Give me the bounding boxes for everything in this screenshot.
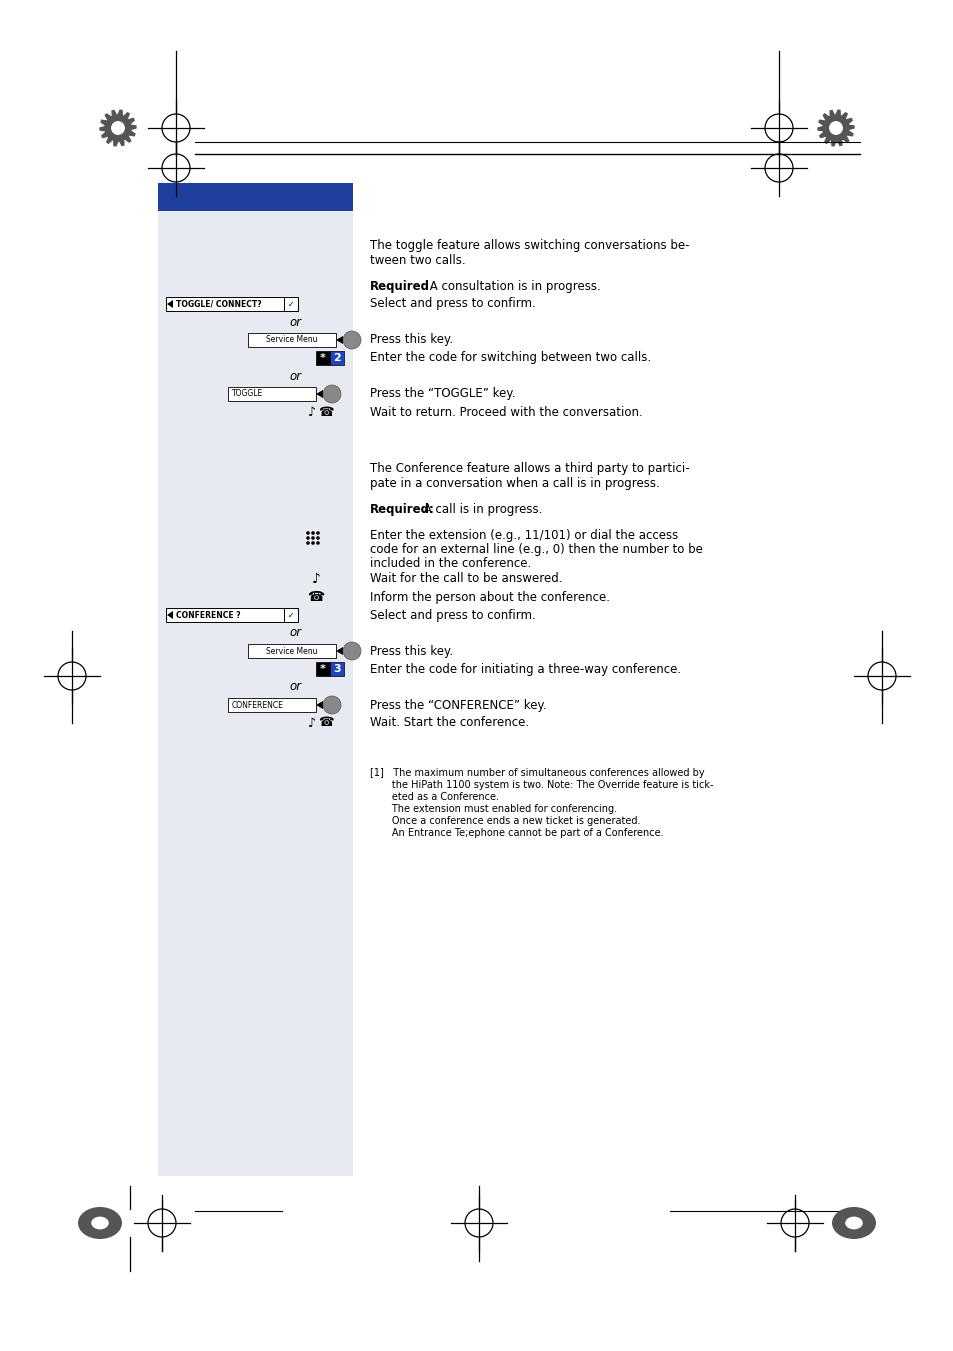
Text: TOGGLE: TOGGLE <box>232 389 263 399</box>
Circle shape <box>323 385 340 403</box>
Text: eted as a Conference.: eted as a Conference. <box>370 792 498 802</box>
Circle shape <box>829 122 841 134</box>
Polygon shape <box>315 390 323 399</box>
Text: ✓: ✓ <box>288 300 294 308</box>
Text: Enter the code for initiating a three-way conference.: Enter the code for initiating a three-wa… <box>370 662 680 676</box>
Text: ♪: ♪ <box>312 571 320 586</box>
Text: The Conference feature allows a third party to partici-: The Conference feature allows a third pa… <box>370 462 689 476</box>
Bar <box>158 182 353 211</box>
Text: ☎: ☎ <box>318 716 334 730</box>
Circle shape <box>311 542 314 544</box>
Text: or: or <box>290 316 302 328</box>
Text: the HiPath 1100 system is two. Note: The Override feature is tick-: the HiPath 1100 system is two. Note: The… <box>370 780 713 790</box>
Circle shape <box>306 542 310 544</box>
Text: : A consultation is in progress.: : A consultation is in progress. <box>421 280 600 293</box>
Polygon shape <box>335 647 343 655</box>
Polygon shape <box>100 111 136 146</box>
Circle shape <box>315 536 319 540</box>
Circle shape <box>112 122 124 134</box>
Circle shape <box>343 331 360 349</box>
Text: ☎: ☎ <box>318 405 334 419</box>
Text: Service Menu: Service Menu <box>266 647 317 655</box>
Text: ☎: ☎ <box>307 590 324 604</box>
Text: Press this key.: Press this key. <box>370 334 453 346</box>
Circle shape <box>311 531 314 535</box>
Text: *: * <box>319 663 326 674</box>
Ellipse shape <box>844 1217 862 1229</box>
Text: Service Menu: Service Menu <box>266 335 317 345</box>
Text: CONFERENCE: CONFERENCE <box>232 701 284 709</box>
FancyBboxPatch shape <box>248 644 335 658</box>
Text: Wait to return. Proceed with the conversation.: Wait to return. Proceed with the convers… <box>370 405 642 419</box>
Text: [1]   The maximum number of simultaneous conferences allowed by: [1] The maximum number of simultaneous c… <box>370 767 704 778</box>
Text: Press the “CONFERENCE” key.: Press the “CONFERENCE” key. <box>370 698 546 712</box>
Text: or: or <box>290 370 302 382</box>
Text: tween two calls.: tween two calls. <box>370 254 465 267</box>
Circle shape <box>306 536 310 540</box>
Circle shape <box>315 542 319 544</box>
Text: Press this key.: Press this key. <box>370 644 453 658</box>
Text: Enter the extension (e.g., 11/101) or dial the access: Enter the extension (e.g., 11/101) or di… <box>370 530 678 542</box>
Circle shape <box>343 642 360 661</box>
Polygon shape <box>315 701 323 709</box>
Text: The extension must enabled for conferencing.: The extension must enabled for conferenc… <box>370 804 617 815</box>
FancyBboxPatch shape <box>166 608 284 621</box>
Text: or: or <box>290 681 302 693</box>
Text: An Entrance Te;ephone cannot be part of a Conference.: An Entrance Te;ephone cannot be part of … <box>370 828 663 838</box>
Text: A call is in progress.: A call is in progress. <box>419 503 542 516</box>
FancyBboxPatch shape <box>166 297 284 311</box>
Text: ✓: ✓ <box>288 611 294 620</box>
Text: Wait. Start the conference.: Wait. Start the conference. <box>370 716 529 730</box>
FancyBboxPatch shape <box>315 351 330 365</box>
Circle shape <box>311 536 314 540</box>
Polygon shape <box>167 611 172 619</box>
Text: CONFERENCE ?: CONFERENCE ? <box>175 611 240 620</box>
Text: TOGGLE/ CONNECT?: TOGGLE/ CONNECT? <box>175 300 261 308</box>
Text: Inform the person about the conference.: Inform the person about the conference. <box>370 590 609 604</box>
Text: Required:: Required: <box>370 503 435 516</box>
Polygon shape <box>335 336 343 345</box>
FancyBboxPatch shape <box>315 662 330 676</box>
Text: Wait for the call to be answered.: Wait for the call to be answered. <box>370 573 562 585</box>
Polygon shape <box>167 300 172 308</box>
Text: Enter the code for switching between two calls.: Enter the code for switching between two… <box>370 351 651 365</box>
Text: pate in a conversation when a call is in progress.: pate in a conversation when a call is in… <box>370 477 659 490</box>
FancyBboxPatch shape <box>330 662 344 676</box>
Text: Select and press to confirm.: Select and press to confirm. <box>370 297 536 311</box>
FancyBboxPatch shape <box>284 297 297 311</box>
Text: Select and press to confirm.: Select and press to confirm. <box>370 608 536 621</box>
Bar <box>158 205 353 1175</box>
Text: Press the “TOGGLE” key.: Press the “TOGGLE” key. <box>370 388 515 400</box>
Text: or: or <box>290 627 302 639</box>
FancyBboxPatch shape <box>248 332 335 347</box>
Text: Required: Required <box>370 280 430 293</box>
Text: 2: 2 <box>333 353 340 363</box>
Text: code for an external line (e.g., 0) then the number to be: code for an external line (e.g., 0) then… <box>370 543 702 557</box>
Circle shape <box>315 531 319 535</box>
Text: *: * <box>319 353 326 363</box>
Ellipse shape <box>831 1206 875 1239</box>
Polygon shape <box>817 111 853 146</box>
Text: ♪: ♪ <box>308 716 315 730</box>
FancyBboxPatch shape <box>228 698 315 712</box>
FancyBboxPatch shape <box>330 351 344 365</box>
FancyBboxPatch shape <box>228 386 315 401</box>
Ellipse shape <box>78 1206 122 1239</box>
Text: 3: 3 <box>333 663 340 674</box>
Text: The toggle feature allows switching conversations be-: The toggle feature allows switching conv… <box>370 239 689 253</box>
Text: included in the conference.: included in the conference. <box>370 557 531 570</box>
Circle shape <box>323 696 340 713</box>
Circle shape <box>306 531 310 535</box>
Text: ♪: ♪ <box>308 405 315 419</box>
FancyBboxPatch shape <box>284 608 297 621</box>
Ellipse shape <box>91 1217 109 1229</box>
Text: Once a conference ends a new ticket is generated.: Once a conference ends a new ticket is g… <box>370 816 639 825</box>
